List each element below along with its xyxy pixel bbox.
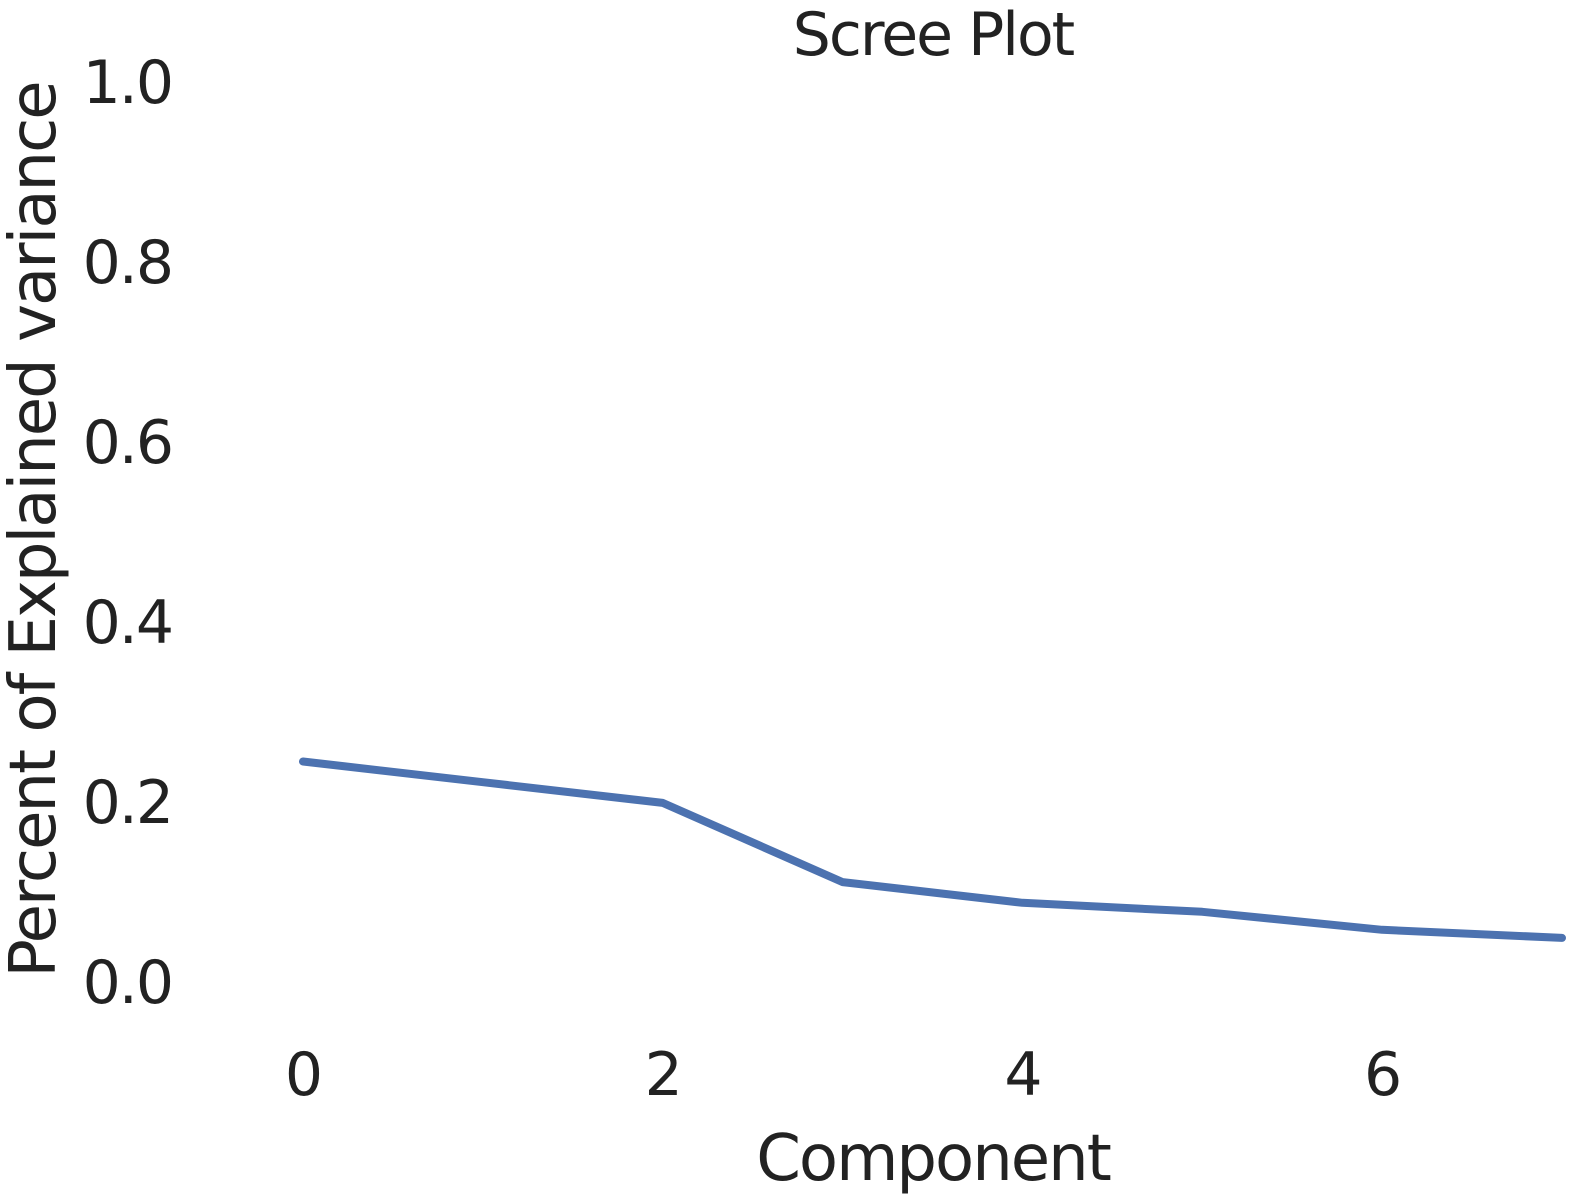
y-axis-label: Percent of Explained variance [0,82,71,977]
x-tick-label: 4 [1004,1040,1040,1110]
series-line [299,757,1566,942]
y-tick-label: 0.2 [83,768,172,838]
x-axis-ticks: 0 2 4 6 [285,1040,1402,1110]
y-tick-label: 1.0 [83,48,172,118]
x-tick-label: 0 [285,1040,321,1110]
chart-title: Scree Plot [793,0,1075,70]
y-tick-label: 0.8 [83,228,172,298]
y-axis-ticks: 0.0 0.2 0.4 0.6 0.8 1.0 [83,48,174,1018]
y-tick-label: 0.0 [83,948,172,1018]
x-axis-label: Component [756,1122,1110,1196]
y-tick-label: 0.4 [83,588,172,658]
y-tick-label: 0.6 [83,408,172,478]
x-tick-label: 2 [645,1040,681,1110]
x-tick-label: 6 [1364,1040,1400,1110]
series-layer [299,757,1566,942]
